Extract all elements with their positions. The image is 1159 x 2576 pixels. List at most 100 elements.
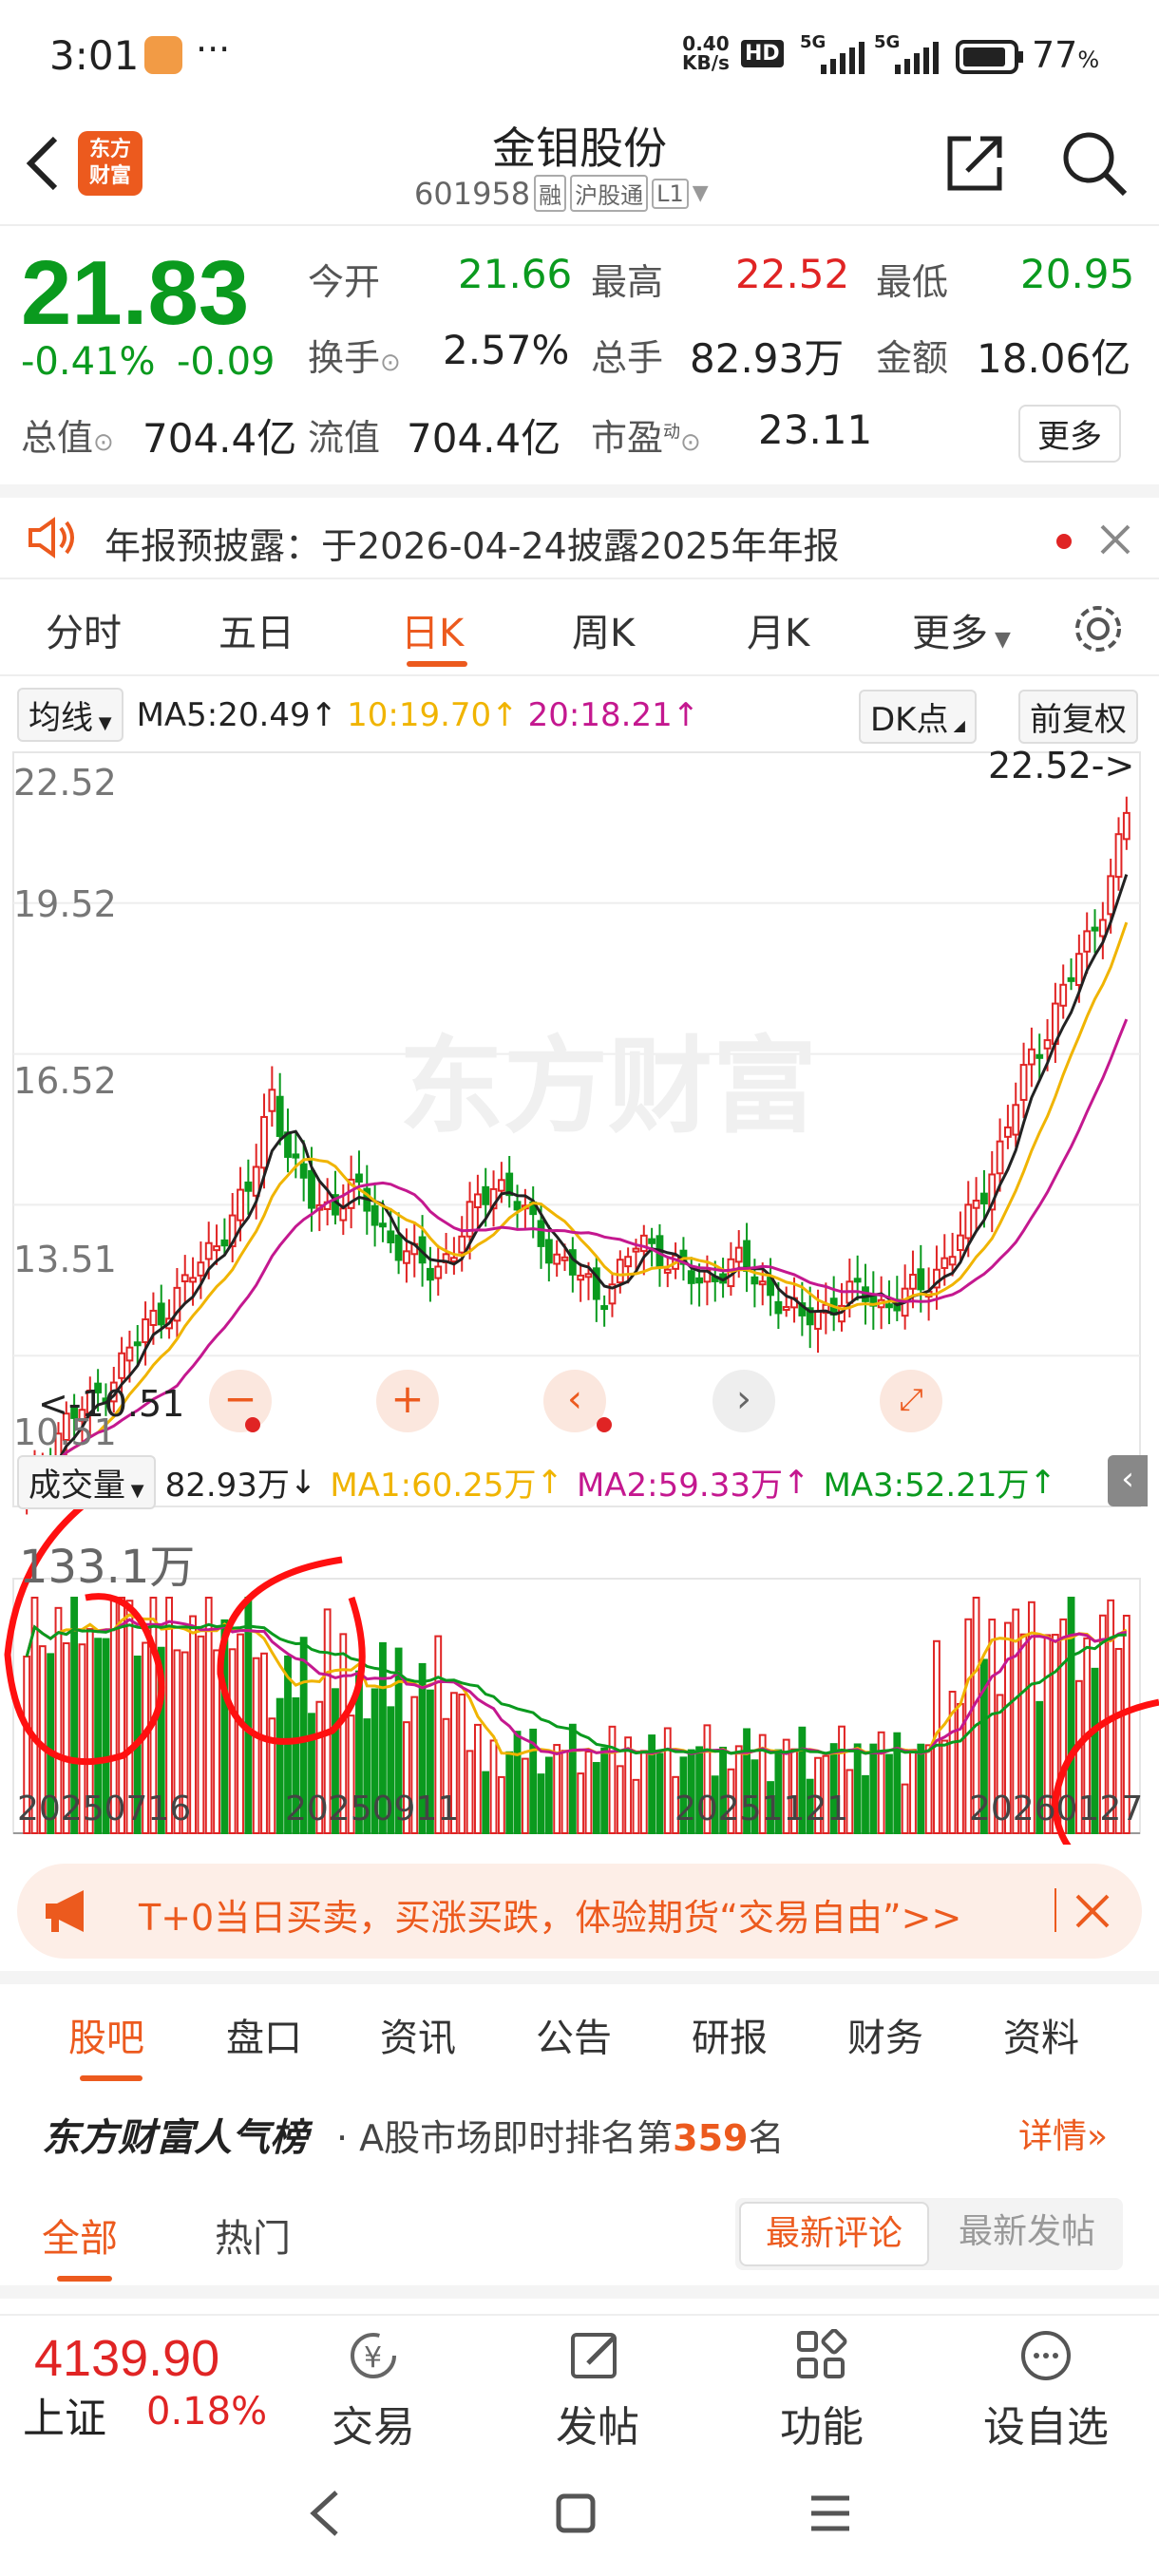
volume-bar bbox=[862, 1774, 869, 1834]
search-icon[interactable] bbox=[1060, 129, 1129, 198]
tab-hot[interactable]: 热门 bbox=[215, 2217, 291, 2261]
volume-bar bbox=[727, 1768, 735, 1834]
candle-body bbox=[403, 1250, 410, 1264]
low-marker: <-10.51 bbox=[38, 1383, 185, 1425]
tab-research[interactable]: 研报 bbox=[692, 2017, 768, 2060]
volume-bar bbox=[869, 1743, 878, 1834]
volume-bar: 成交量 ▼ 82.93万 ↓ MA1:60.25万 ↑ MA2:59.33万 ↑ MA… bbox=[17, 1455, 1056, 1509]
rank-detail-link[interactable]: 详情» bbox=[1018, 2117, 1109, 2156]
info-icon[interactable]: ⊙ bbox=[93, 428, 114, 457]
sort-latest-post[interactable]: 最新发帖 bbox=[958, 2212, 1095, 2251]
post-button[interactable]: 发帖 bbox=[526, 2329, 669, 2453]
collapse-panel-button[interactable]: ‹ bbox=[1108, 1455, 1148, 1506]
grid-icon bbox=[797, 2328, 847, 2378]
tab-news[interactable]: 资讯 bbox=[380, 2017, 456, 2060]
volume-bar bbox=[553, 1744, 561, 1834]
dk-button[interactable]: DK点 ◢ bbox=[859, 690, 977, 744]
add-watchlist-button[interactable]: 设自选 bbox=[975, 2329, 1117, 2453]
volume-bar bbox=[513, 1731, 522, 1834]
date-label: 20251121 bbox=[674, 1790, 849, 1828]
up-arrow-icon: ↑ bbox=[310, 695, 338, 734]
nav-menu-icon[interactable] bbox=[809, 2492, 851, 2534]
candle-body bbox=[268, 1089, 276, 1112]
ma-selector[interactable]: 均线 ▼ bbox=[17, 688, 124, 742]
volume-bar bbox=[47, 1653, 55, 1835]
scroll-left-button[interactable]: ‹ bbox=[543, 1370, 606, 1432]
volume-bar bbox=[30, 1597, 39, 1834]
up-arrow-icon: ↑ bbox=[782, 1463, 810, 1502]
functions-button[interactable]: 功能 bbox=[750, 2328, 893, 2453]
zoom-in-button[interactable]: + bbox=[376, 1370, 439, 1432]
volume-bar bbox=[663, 1727, 672, 1835]
candle-body bbox=[260, 1115, 268, 1169]
volume-bar bbox=[782, 1738, 790, 1834]
tab-financials[interactable]: 财务 bbox=[847, 2017, 923, 2060]
volume-bar bbox=[1043, 1634, 1052, 1834]
tab-five-day[interactable]: 五日 bbox=[218, 612, 294, 655]
volume-selector[interactable]: 成交量 ▼ bbox=[17, 1455, 156, 1509]
level-tag[interactable]: L1 bbox=[652, 178, 689, 209]
tab-profile[interactable]: 资料 bbox=[1003, 2017, 1079, 2060]
zoom-out-button[interactable]: − bbox=[209, 1370, 272, 1432]
share-icon[interactable] bbox=[944, 133, 1005, 194]
trade-button[interactable]: ¥ 交易 bbox=[302, 2329, 445, 2453]
kline-svg[interactable]: 东方财富 bbox=[0, 743, 1159, 1845]
volume-bar bbox=[347, 1714, 355, 1834]
settings-icon[interactable] bbox=[1072, 602, 1125, 655]
tab-announcements[interactable]: 公告 bbox=[536, 2017, 612, 2060]
volume-bar bbox=[173, 1649, 181, 1835]
candle-body bbox=[988, 1173, 997, 1211]
candle-body bbox=[1003, 1126, 1012, 1138]
volume-ma-line bbox=[25, 1622, 1127, 1755]
tab-weekly-k[interactable]: 周K bbox=[572, 612, 636, 655]
more-circle-icon bbox=[1021, 2331, 1071, 2380]
net-speed: 0.40 KB/s bbox=[682, 32, 730, 74]
nav-back-icon[interactable] bbox=[306, 2489, 344, 2538]
scroll-right-button[interactable]: › bbox=[712, 1370, 775, 1432]
content-tabs: 股吧 盘口 资讯 公告 研报 财务 资料 bbox=[0, 1971, 1159, 2081]
bottom-dock: 4139.90 上证 0.18% ¥ 交易 发帖 功能 设自选 bbox=[0, 2314, 1159, 2452]
candle-body bbox=[695, 1277, 704, 1284]
popularity-rank[interactable]: 东方财富人气榜 · A股市场即时排名第359名 详情» bbox=[0, 2071, 1159, 2185]
vol-ma3: MA3:52.21万 bbox=[823, 1467, 1030, 1505]
candle-body bbox=[308, 1169, 315, 1209]
more-button[interactable]: 更多 bbox=[1018, 405, 1121, 463]
fullscreen-button[interactable]: ⤢ bbox=[880, 1370, 942, 1432]
volume-bar bbox=[379, 1641, 387, 1834]
tab-all[interactable]: 全部 bbox=[42, 2217, 118, 2261]
volume-bar bbox=[276, 1697, 284, 1835]
tab-more[interactable]: 更多 ▼ bbox=[912, 612, 1011, 655]
candle-body bbox=[663, 1268, 672, 1274]
index-value[interactable]: 4139.90 bbox=[34, 2330, 220, 2387]
close-icon[interactable] bbox=[1074, 1892, 1112, 1930]
tab-guba[interactable]: 股吧 bbox=[68, 2017, 144, 2060]
clock: 3:01 bbox=[49, 32, 140, 79]
vol-ma2: MA2:59.33万 bbox=[576, 1467, 783, 1505]
tab-monthly-k[interactable]: 月K bbox=[747, 612, 810, 655]
margin-tag: 融 bbox=[534, 175, 567, 212]
info-icon[interactable]: ⊙ bbox=[680, 428, 701, 457]
tab-indicator bbox=[80, 2075, 142, 2081]
back-icon[interactable] bbox=[21, 133, 63, 194]
ma10-line bbox=[25, 921, 1129, 1486]
turnover-value: 2.57% bbox=[443, 327, 570, 373]
tab-daily-k[interactable]: 日K bbox=[401, 612, 465, 655]
volume-bar bbox=[434, 1635, 443, 1834]
close-icon[interactable] bbox=[1098, 522, 1132, 557]
candle-body bbox=[933, 1268, 940, 1289]
tab-order-book[interactable]: 盘口 bbox=[226, 2017, 302, 2060]
rank-number: 359 bbox=[673, 2117, 749, 2159]
promo-banner[interactable]: T+0当日买卖，买涨买跌，体验期货“交易自由”>> bbox=[17, 1864, 1142, 1959]
chevron-down-icon[interactable]: ▼ bbox=[692, 181, 709, 205]
tab-timeshare[interactable]: 分时 bbox=[46, 612, 122, 655]
notice-bar[interactable]: 年报预披露：于2026-04-24披露2025年年报 bbox=[0, 484, 1159, 579]
candle-body bbox=[1059, 983, 1068, 1007]
info-icon[interactable]: ⊙ bbox=[380, 349, 401, 377]
candle-body bbox=[917, 1268, 925, 1291]
nav-home-icon[interactable] bbox=[555, 2492, 597, 2534]
candle-body bbox=[1074, 953, 1083, 987]
candle-body bbox=[909, 1274, 917, 1290]
adjust-button[interactable]: 前复权 bbox=[1018, 690, 1138, 744]
sort-latest-comment[interactable]: 最新评论 bbox=[739, 2202, 929, 2266]
candle-body bbox=[1036, 1053, 1044, 1059]
